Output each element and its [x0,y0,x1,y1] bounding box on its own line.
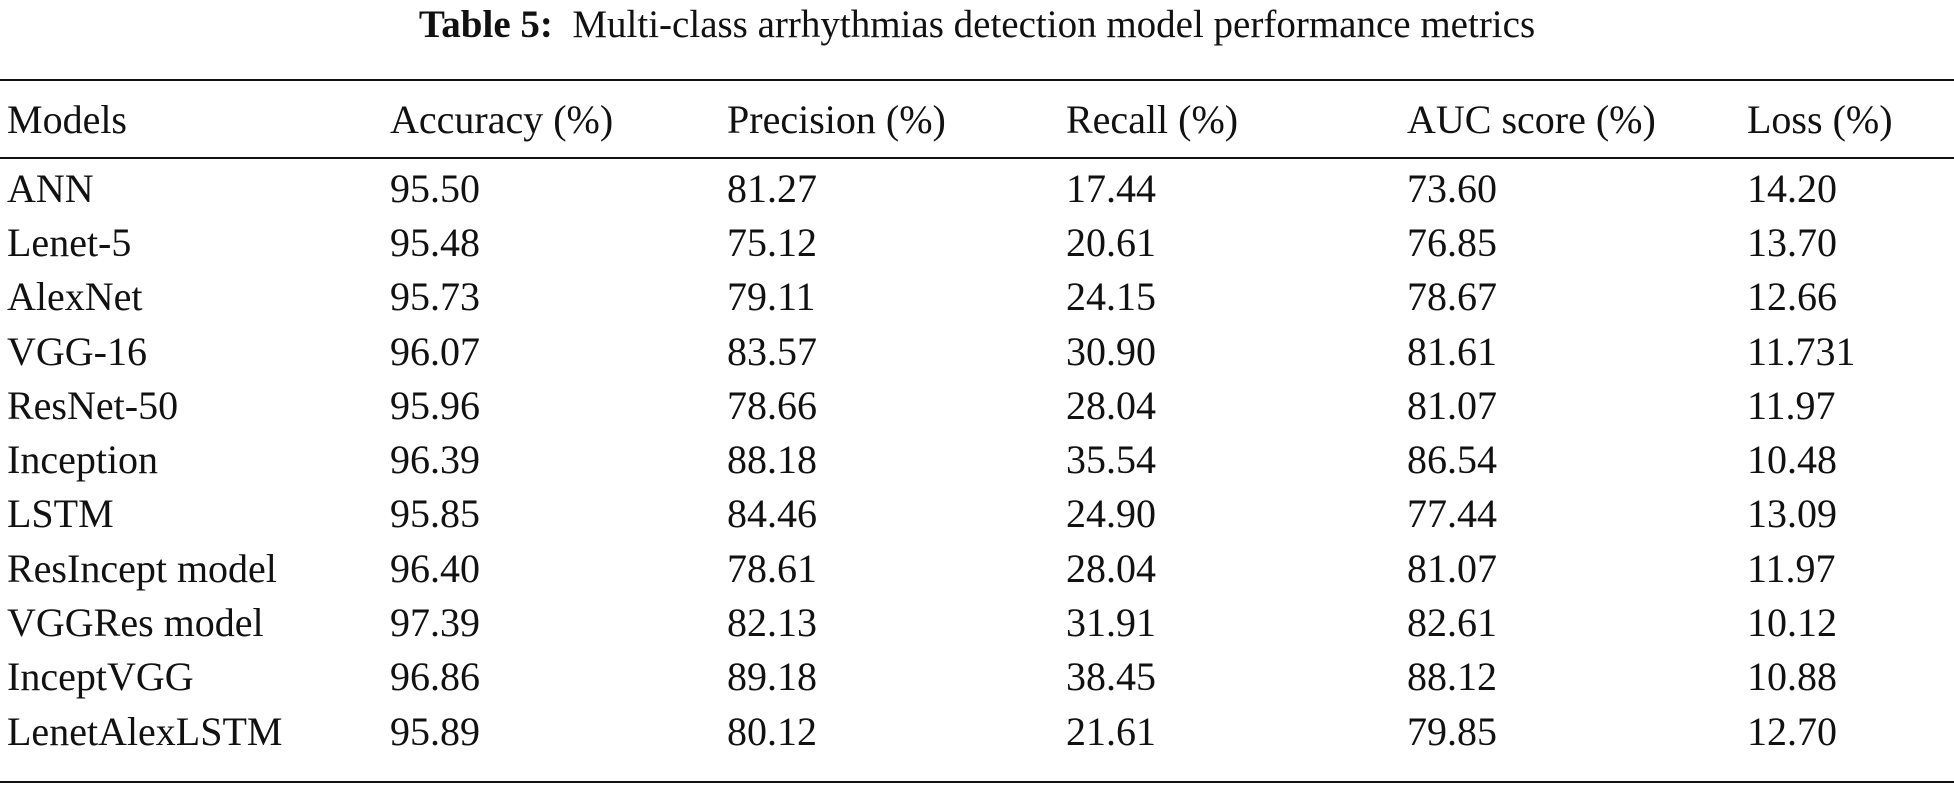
table-caption-label: Table 5: [418,3,553,46]
cell-precision: 88.18 [727,437,817,483]
metrics-table: Models Accuracy (%) Precision (%) Recall… [0,81,1954,758]
cell-model: InceptVGG [7,654,194,700]
cell-precision: 78.66 [727,382,817,428]
cell-loss: 11.97 [1747,545,1836,591]
cell-accuracy: 96.86 [390,654,480,700]
table-header-row: Models Accuracy (%) Precision (%) Recall… [0,81,1954,157]
cell-recall: 30.90 [1066,328,1156,374]
cell-auc-score: 86.54 [1407,437,1497,483]
cell-recall: 28.04 [1066,545,1156,591]
cell-loss: 14.20 [1747,165,1837,211]
cell-model: VGGRes model [7,600,264,646]
cell-loss: 10.88 [1747,654,1837,700]
cell-loss: 13.09 [1747,491,1837,537]
cell-model: ResNet-50 [7,382,179,428]
cell-recall: 17.44 [1066,165,1156,211]
cell-model: ResIncept model [7,545,277,591]
cell-recall: 24.90 [1066,491,1156,537]
cell-accuracy: 95.89 [390,708,480,754]
cell-accuracy: 95.48 [390,219,480,265]
cell-accuracy: 95.96 [390,382,480,428]
cell-model: LSTM [7,491,114,537]
table-row: ResNet-50 95.96 78.66 28.04 81.07 11.97 [0,378,1954,432]
cell-precision: 83.57 [727,328,817,374]
cell-auc-score: 78.67 [1407,274,1497,320]
bottom-rule [0,781,1954,783]
header-models: Models [7,96,127,142]
cell-accuracy: 95.73 [390,274,480,320]
header-loss: Loss (%) [1747,96,1893,142]
cell-precision: 89.18 [727,654,817,700]
cell-precision: 81.27 [727,165,817,211]
cell-precision: 84.46 [727,491,817,537]
header-recall: Recall (%) [1066,96,1239,142]
cell-auc-score: 77.44 [1407,491,1497,537]
cell-precision: 75.12 [727,219,817,265]
cell-model: Inception [7,437,159,483]
cell-recall: 35.54 [1066,437,1156,483]
table-row: LSTM 95.85 84.46 24.90 77.44 13.09 [0,487,1954,541]
table-caption-text: Multi-class arrhythmias detection model … [572,3,1536,46]
cell-loss: 11.97 [1747,382,1836,428]
cell-recall: 38.45 [1066,654,1156,700]
cell-recall: 20.61 [1066,219,1156,265]
cell-auc-score: 81.61 [1407,328,1497,374]
header-auc-score: AUC score (%) [1407,96,1656,142]
cell-recall: 31.91 [1066,600,1156,646]
table-row: VGG-16 96.07 83.57 30.90 81.61 11.731 [0,324,1954,378]
table-row: Lenet-5 95.48 75.12 20.61 76.85 13.70 [0,215,1954,269]
cell-accuracy: 96.07 [390,328,480,374]
cell-model: VGG-16 [7,328,147,374]
cell-loss: 11.731 [1747,328,1856,374]
cell-precision: 80.12 [727,708,817,754]
cell-accuracy: 97.39 [390,600,480,646]
cell-model: AlexNet [7,274,143,320]
table-row: ResIncept model 96.40 78.61 28.04 81.07 11.97 [0,541,1954,595]
table-row: VGGRes model 97.39 82.13 31.91 82.61 10.12 [0,595,1954,649]
cell-loss: 13.70 [1747,219,1837,265]
cell-model: Lenet-5 [7,219,132,265]
cell-model: LenetAlexLSTM [7,708,283,754]
cell-loss: 10.12 [1747,600,1837,646]
cell-accuracy: 96.40 [390,545,480,591]
cell-accuracy: 95.50 [390,165,480,211]
cell-precision: 82.13 [727,600,817,646]
table-row: Inception 96.39 88.18 35.54 86.54 10.48 [0,432,1954,486]
header-precision: Precision (%) [727,96,946,142]
cell-accuracy: 95.85 [390,491,480,537]
table-row: AlexNet 95.73 79.11 24.15 78.67 12.66 [0,270,1954,324]
top-rule [0,79,1954,81]
cell-accuracy: 96.39 [390,437,480,483]
cell-auc-score: 88.12 [1407,654,1497,700]
cell-auc-score: 73.60 [1407,165,1497,211]
cell-model: ANN [7,165,94,211]
cell-auc-score: 76.85 [1407,219,1497,265]
cell-loss: 12.66 [1747,274,1837,320]
cell-auc-score: 81.07 [1407,545,1497,591]
cell-precision: 78.61 [727,545,817,591]
cell-recall: 21.61 [1066,708,1156,754]
cell-loss: 12.70 [1747,708,1837,754]
cell-loss: 10.48 [1747,437,1837,483]
cell-auc-score: 81.07 [1407,382,1497,428]
table-row: ANN 95.50 81.27 17.44 73.60 14.20 [0,161,1954,215]
header-accuracy: Accuracy (%) [390,96,614,142]
table-row: InceptVGG 96.86 89.18 38.45 88.12 10.88 [0,650,1954,704]
cell-auc-score: 79.85 [1407,708,1497,754]
table-row: LenetAlexLSTM 95.89 80.12 21.61 79.85 12.70 [0,704,1954,758]
table-caption: Table 5: Multi-class arrhythmias detecti… [0,0,1954,58]
cell-recall: 28.04 [1066,382,1156,428]
cell-auc-score: 82.61 [1407,600,1497,646]
cell-precision: 79.11 [727,274,816,320]
cell-recall: 24.15 [1066,274,1156,320]
header-rule [0,157,1954,159]
